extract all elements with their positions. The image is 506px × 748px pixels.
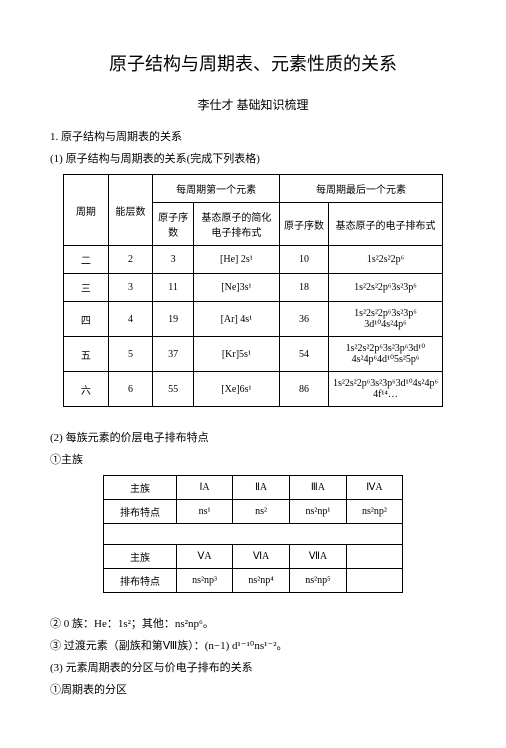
- th-c1: 基态原子的简化电子排布式: [193, 203, 279, 246]
- th-period: 周期: [64, 175, 109, 246]
- subtitle: 李仕才 基础知识梳理: [50, 96, 456, 113]
- th-z1: 原子序数: [153, 203, 193, 246]
- heading-1: 1. 原子结构与周期表的关系: [50, 128, 456, 144]
- group-table: 主族 ⅠA ⅡA ⅢA ⅣA 排布特点 ns¹ ns² ns²np¹ ns²np…: [103, 475, 403, 593]
- table-row: 排布特点 ns¹ ns² ns²np¹ ns²np²: [104, 500, 403, 524]
- table-row: 三 3 11 [Ne]3s¹ 18 1s²2s²2p⁶3s²3p⁶: [64, 274, 443, 302]
- line-zero-group: ② 0 族：He：1s²；其他：ns²np⁶。: [50, 615, 456, 631]
- th-last: 每周期最后一个元素: [279, 175, 442, 203]
- heading-1-2: (2) 每族元素的价层电子排布特点: [50, 429, 456, 445]
- table-row: 四 4 19 [Ar] 4s¹ 36 1s²2s²2p⁶3s²3p⁶ 3d¹⁰4…: [64, 302, 443, 337]
- heading-1-2-1: ①主族: [50, 451, 456, 467]
- line-transition: ③ 过渡元素（副族和第Ⅷ族）：(n−1) d¹⁻¹⁰ns¹⁻²。: [50, 637, 456, 653]
- th-z2: 原子序数: [279, 203, 328, 246]
- heading-1-3: (3) 元素周期表的分区与价电子排布的关系: [50, 659, 456, 675]
- th-first: 每周期第一个元素: [153, 175, 280, 203]
- period-table: 周期 能层数 每周期第一个元素 每周期最后一个元素 原子序数 基态原子的简化电子…: [63, 174, 443, 407]
- page-title: 原子结构与周期表、元素性质的关系: [50, 50, 456, 76]
- table-row: 主族 ⅤA ⅥA ⅦA: [104, 545, 403, 569]
- heading-1-1: (1) 原子结构与周期表的关系(完成下列表格): [50, 150, 456, 166]
- table-row: [104, 524, 403, 545]
- th-shells: 能层数: [108, 175, 153, 246]
- table-row: 五 5 37 [Kr]5s¹ 54 1s²2s²2p⁶3s²3p⁶3d¹⁰ 4s…: [64, 337, 443, 372]
- th-c2: 基态原子的电子排布式: [328, 203, 442, 246]
- table-row: 二 2 3 [He] 2s¹ 10 1s²2s²2p⁶: [64, 246, 443, 274]
- table-row: 六 6 55 [Xe]6s¹ 86 1s²2s²2p⁶3s²3p⁶3d¹⁰4s²…: [64, 372, 443, 407]
- table-row: 排布特点 ns²np³ ns²np⁴ ns²np⁵: [104, 569, 403, 593]
- table-row: 主族 ⅠA ⅡA ⅢA ⅣA: [104, 476, 403, 500]
- heading-1-3-1: ①周期表的分区: [50, 681, 456, 697]
